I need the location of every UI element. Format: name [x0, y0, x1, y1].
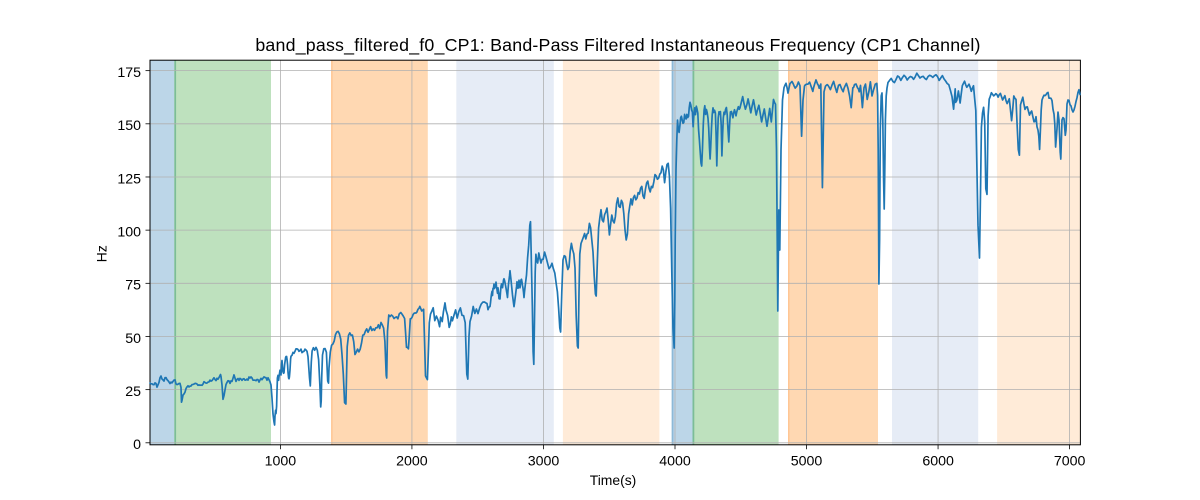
svg-text:3000: 3000 — [528, 453, 560, 469]
svg-text:125: 125 — [117, 171, 141, 187]
svg-text:band_pass_filtered_f0_CP1: Ban: band_pass_filtered_f0_CP1: Band-Pass Fil… — [255, 35, 980, 56]
svg-text:100: 100 — [117, 225, 141, 241]
svg-text:175: 175 — [117, 65, 141, 81]
svg-text:0: 0 — [133, 437, 141, 453]
svg-text:75: 75 — [125, 278, 141, 294]
svg-text:6000: 6000 — [922, 453, 954, 469]
svg-text:5000: 5000 — [791, 453, 823, 469]
svg-text:50: 50 — [125, 331, 141, 347]
svg-text:1000: 1000 — [265, 453, 297, 469]
svg-text:Time(s): Time(s) — [590, 472, 637, 488]
svg-text:4000: 4000 — [659, 453, 691, 469]
svg-text:Hz: Hz — [94, 245, 110, 262]
svg-text:7000: 7000 — [1054, 453, 1086, 469]
svg-text:25: 25 — [125, 384, 141, 400]
svg-text:2000: 2000 — [396, 453, 428, 469]
svg-text:150: 150 — [117, 118, 141, 134]
